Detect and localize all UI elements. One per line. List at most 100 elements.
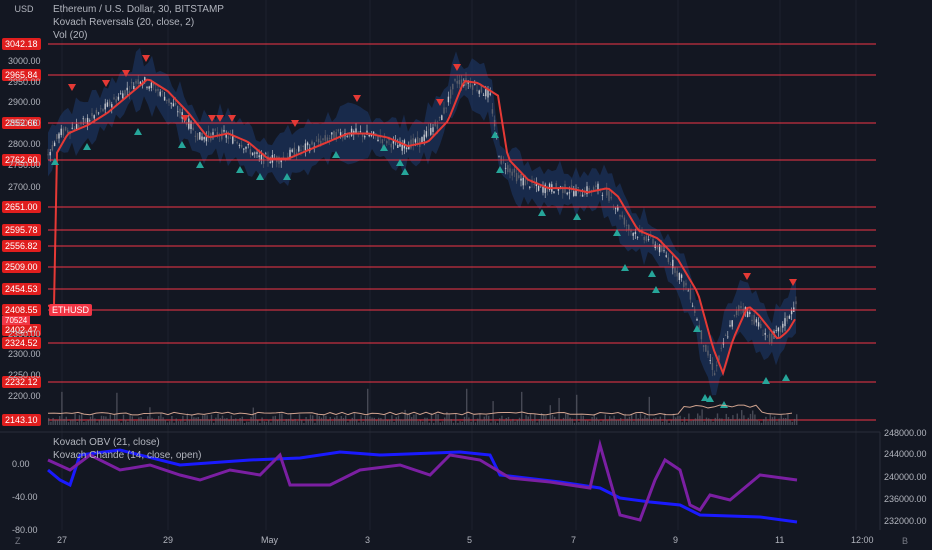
- candle-body: [390, 143, 392, 148]
- candle-body: [311, 141, 313, 145]
- volume-bar: [160, 413, 162, 425]
- candle-body: [601, 195, 604, 196]
- level-badge: 2595.78: [2, 224, 41, 236]
- indicator-kovach-obv[interactable]: Kovach OBV (21, close): [53, 437, 160, 448]
- candle-body: [245, 146, 247, 149]
- volume-bar: [615, 419, 617, 425]
- up-marker: [701, 394, 709, 401]
- volume-bar: [710, 419, 712, 425]
- candle-body: [619, 215, 621, 217]
- candle-body: [733, 314, 736, 316]
- candle-body: [159, 91, 161, 96]
- volume-bar: [281, 413, 283, 425]
- candle-body: [408, 145, 410, 150]
- volume-bar: [549, 405, 551, 425]
- volume-bar: [562, 417, 565, 425]
- candle-body: [207, 131, 210, 138]
- volume-bar: [94, 418, 96, 425]
- volume-bar: [721, 418, 723, 425]
- candle-body: [724, 335, 727, 337]
- candle-body: [562, 186, 564, 194]
- volume-bar: [545, 416, 547, 425]
- volume-bar: [505, 417, 507, 425]
- volume-bar: [351, 417, 353, 425]
- volume-bar: [466, 388, 468, 425]
- price-tick: 2850.00: [8, 118, 41, 128]
- candle-body: [89, 120, 91, 122]
- candle-body: [515, 173, 518, 182]
- candle-body: [432, 127, 434, 132]
- volume-bar: [261, 417, 263, 425]
- volume-bar: [131, 416, 133, 425]
- lower-left-tick: -80.00: [12, 525, 38, 535]
- candle-body: [410, 139, 412, 149]
- volume-bar: [85, 421, 87, 425]
- volume-bar: [208, 419, 210, 425]
- candle-body: [251, 152, 254, 156]
- candle-body: [553, 191, 555, 194]
- up-marker: [538, 209, 546, 216]
- up-marker: [762, 377, 770, 384]
- volume-bar: [382, 419, 384, 425]
- candle-body: [755, 319, 758, 323]
- volume-bar: [338, 418, 340, 425]
- volume-bar: [188, 420, 191, 425]
- volume-bar: [626, 418, 628, 425]
- volume-bar: [358, 422, 360, 425]
- volume-bar: [723, 421, 725, 425]
- volume-bar: [202, 415, 204, 425]
- volume-bar: [59, 416, 61, 425]
- volume-bar: [89, 416, 92, 425]
- volume-bar: [637, 418, 639, 425]
- candle-body: [768, 333, 771, 342]
- volume-bar: [74, 413, 76, 425]
- volume-bar: [518, 417, 521, 425]
- symbol-title[interactable]: Ethereum / U.S. Dollar, 30, BITSTAMP: [53, 4, 224, 15]
- candle-body: [579, 195, 582, 197]
- candle-body: [124, 90, 126, 96]
- volume-bar: [496, 422, 499, 425]
- volume-bar: [441, 421, 444, 425]
- volume-bar: [648, 396, 650, 425]
- candle-body: [658, 244, 661, 253]
- candle-body: [471, 84, 474, 90]
- volume-bar: [197, 417, 199, 425]
- candle-body: [317, 138, 320, 143]
- up-marker: [706, 395, 714, 402]
- candle-body: [84, 118, 87, 123]
- candle-body: [749, 312, 751, 315]
- volume-bar: [329, 416, 331, 425]
- up-marker: [134, 128, 142, 135]
- up-marker: [332, 151, 340, 158]
- volume-bar: [714, 417, 716, 425]
- level-badge: 2402.47: [2, 324, 41, 336]
- volume-bar: [560, 420, 562, 425]
- indicator-kovach-chande[interactable]: Kovach Chande (14, close, open): [53, 450, 202, 461]
- candle-body: [667, 257, 670, 263]
- volume-bar: [142, 419, 144, 425]
- volume-bar: [611, 418, 613, 425]
- candle-body: [71, 127, 73, 129]
- candle-body: [282, 156, 285, 158]
- up-marker: [396, 159, 404, 166]
- candle-body: [188, 118, 190, 129]
- up-marker: [573, 213, 581, 220]
- down-marker: [453, 64, 461, 71]
- volume-bar: [547, 419, 549, 425]
- volume-bar: [400, 419, 402, 425]
- volume-bar: [120, 422, 122, 425]
- candle-body: [203, 137, 205, 140]
- candle-body: [190, 121, 192, 130]
- volume-bar: [373, 417, 375, 425]
- indicator-volume[interactable]: Vol (20): [53, 30, 88, 41]
- zoom-button[interactable]: Z: [15, 536, 21, 546]
- volume-bar: [653, 418, 655, 425]
- up-marker: [256, 173, 264, 180]
- volume-bar: [285, 418, 287, 425]
- settings-button[interactable]: B: [902, 536, 909, 546]
- candle-body: [62, 128, 65, 136]
- indicator-kovach-reversals[interactable]: Kovach Reversals (20, close, 2): [53, 17, 195, 28]
- price-tick: 2800.00: [8, 139, 41, 149]
- candle-body: [337, 129, 340, 132]
